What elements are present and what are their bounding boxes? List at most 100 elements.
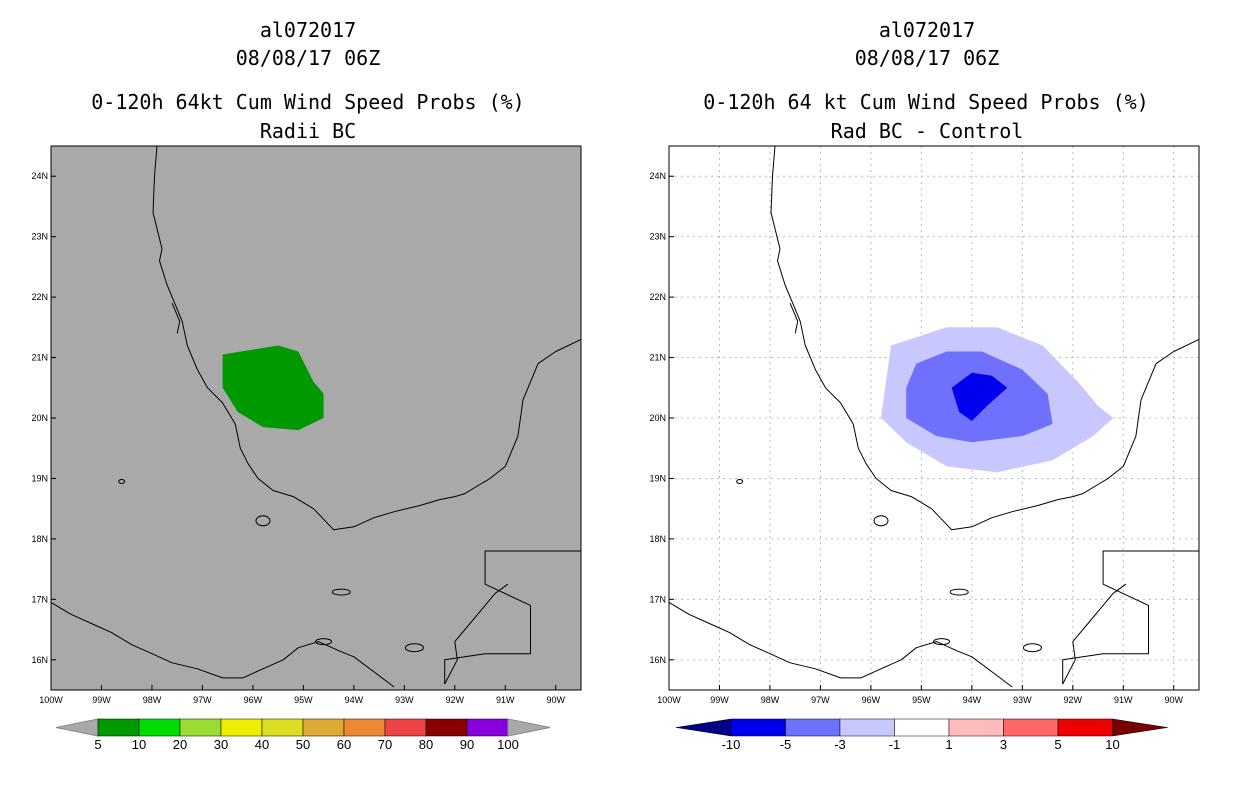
left-chart-title: 0-120h 64kt Cum Wind Speed Probs (%) [91, 90, 525, 114]
left-colorbar-label: 30 [214, 737, 228, 752]
right-y-tick-label: 23N [649, 232, 666, 242]
right-x-tick-label: 91W [1114, 695, 1133, 705]
left-y-tick-label: 24N [31, 171, 48, 181]
left-x-tick-label: 99W [92, 695, 111, 705]
right-colorbar-label: 10 [1105, 737, 1119, 752]
left-gulf-coastline [152, 145, 582, 531]
right-lake-outline [949, 588, 969, 596]
right-x-tick-label: 95W [912, 695, 931, 705]
right-colorbar-swatch [730, 718, 786, 737]
right-colorbar-swatch [1003, 718, 1059, 737]
left-y-tick-label: 22N [31, 292, 48, 302]
left-colorbar-label: 100 [497, 737, 519, 752]
left-colorbar-label: 5 [94, 737, 101, 752]
right-border-south [1062, 583, 1127, 685]
left-colorbar-swatch [138, 718, 181, 737]
left-lake-outline [315, 638, 333, 646]
left-y-tick-label: 18N [31, 534, 48, 544]
left-y-tick-label: 23N [31, 232, 48, 242]
left-lagoon-line [171, 303, 181, 334]
right-y-tick-label: 20N [649, 413, 666, 423]
left-colorbar-label: 20 [173, 737, 187, 752]
left-lake-outline [118, 478, 126, 484]
left-x-tick-label: 93W [395, 695, 414, 705]
right-chart-subtitle: Rad BC - Control [830, 119, 1024, 143]
right-lagoon-line [789, 303, 799, 334]
right-lake-outline [1022, 643, 1042, 653]
left-x-tick-label: 96W [244, 695, 263, 705]
left-colorbar-label: 60 [337, 737, 351, 752]
right-chart-title: 0-120h 64 kt Cum Wind Speed Probs (%) [703, 90, 1149, 114]
right-y-tick-label: 19N [649, 473, 666, 483]
left-colorbar-arrow-low [55, 718, 99, 737]
right-colorbar-label: -3 [834, 737, 846, 752]
left-lake-outline [331, 588, 351, 596]
left-colorbar-arrow-high [507, 718, 551, 737]
right-lake-outline [736, 478, 744, 484]
right-colorbar-label: 3 [1000, 737, 1007, 752]
right-datetime: 08/08/17 06Z [854, 46, 1000, 70]
right-colorbar-arrow-high [1112, 718, 1168, 737]
left-colorbar-swatch [425, 718, 468, 737]
left-colorbar-swatch [343, 718, 386, 737]
right-colorbar-swatch [785, 718, 841, 737]
right-lake-outline [933, 638, 951, 646]
right-colorbar-label: -1 [889, 737, 901, 752]
left-colorbar-swatch [261, 718, 304, 737]
left-x-tick-label: 95W [294, 695, 313, 705]
left-x-tick-label: 92W [446, 695, 465, 705]
right-x-tick-label: 97W [811, 695, 830, 705]
left-colorbar-swatch [179, 718, 222, 737]
left-x-tick-label: 100W [39, 695, 63, 705]
right-colorbar-label: 1 [945, 737, 952, 752]
right-colorbar-swatch [1057, 718, 1113, 737]
right-y-tick-label: 17N [649, 594, 666, 604]
right-colorbar: -10 -5 -3 -1 1 3 5 10 [675, 718, 1168, 752]
right-x-tick-label: 93W [1013, 695, 1032, 705]
left-border-south [444, 583, 509, 685]
right-storm-id: al072017 [878, 18, 976, 42]
left-colorbar: 5 10 20 30 40 50 60 70 80 90 100 [55, 718, 551, 752]
left-border-guatemala [444, 550, 581, 684]
left-x-tick-label: 90W [547, 695, 566, 705]
left-colorbar-swatch [220, 718, 263, 737]
left-colorbar-swatch [384, 718, 427, 737]
left-colorbar-label: 80 [419, 737, 433, 752]
right-colorbar-arrow-low [675, 718, 732, 737]
left-colorbar-label: 50 [296, 737, 310, 752]
left-y-tick-label: 21N [31, 353, 48, 363]
right-y-tick-label: 24N [649, 171, 666, 181]
right-map-panel: 100W 99W 98W 97W 96W 95W 94W 93W 92W 91W 90W 16N 17N… [649, 145, 1200, 705]
left-lake-outline [404, 643, 424, 653]
left-x-tick-label: 94W [345, 695, 364, 705]
left-chart-subtitle: Radii BC [259, 119, 357, 143]
right-colorbar-swatch [894, 718, 950, 737]
left-y-tick-label: 16N [31, 655, 48, 665]
right-x-tick-label: 99W [710, 695, 729, 705]
right-x-tick-label: 92W [1064, 695, 1083, 705]
left-colorbar-swatch [97, 718, 140, 737]
left-datetime: 08/08/17 06Z [235, 46, 381, 70]
right-lake-outline [873, 515, 889, 527]
right-x-tick-label: 100W [657, 695, 681, 705]
right-y-tick-label: 16N [649, 655, 666, 665]
right-border-guatemala [1062, 550, 1199, 684]
left-colorbar-swatch [466, 718, 509, 737]
right-contour-region-3 [951, 372, 1008, 421]
right-colorbar-swatch [948, 718, 1004, 737]
right-y-tick-label: 21N [649, 353, 666, 363]
right-x-tick-label: 98W [761, 695, 780, 705]
left-colorbar-label: 10 [132, 737, 146, 752]
left-y-tick-label: 17N [31, 594, 48, 604]
right-colorbar-label: -10 [722, 737, 741, 752]
left-x-tick-label: 98W [143, 695, 162, 705]
right-gulf-coastline [770, 145, 1200, 531]
left-y-tick-label: 20N [31, 413, 48, 423]
left-colorbar-swatch [302, 718, 345, 737]
left-x-tick-label: 97W [193, 695, 212, 705]
right-pacific-coastline [668, 601, 1013, 688]
right-colorbar-label: -5 [780, 737, 792, 752]
left-contour-region-1 [222, 345, 324, 431]
left-colorbar-label: 70 [378, 737, 392, 752]
